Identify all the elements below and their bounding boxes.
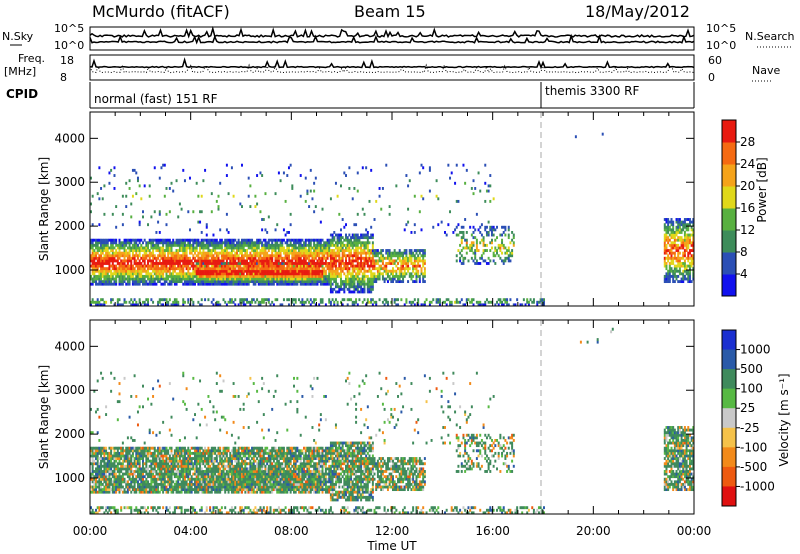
power-colorbar-tick-2: 12 [740,223,755,237]
velocity-colorbar-swatch-5 [722,427,736,448]
power-colorbar-swatch-7 [722,120,736,143]
noise-sky-trace [89,25,695,39]
power-colorbar-swatch-6 [722,142,736,165]
noise-left-label: N.Sky [2,30,34,43]
velocity-colorbar-tick-7: -1000 [740,479,775,493]
power-ylabel: Slant Range [km] [37,157,51,261]
noise-panel: N.Sky 10^5 10^0 10^5 10^0 N.Search [2,22,795,52]
nave-label: Nave [752,64,780,77]
velocity-ytick-2: 3000 [54,383,85,397]
power-colorbar-swatch-1 [722,252,736,275]
noise-search-trace [89,33,695,45]
date-title: 18/May/2012 [585,2,690,21]
station-title: McMurdo (fitACF) [92,2,230,21]
freq-left-tick-bottom: 8 [60,71,67,84]
power-colorbar-tick-6: 28 [740,135,755,149]
velocity-ytick-1: 2000 [54,427,85,441]
power-ytick-3: 4000 [54,131,85,145]
time-tick-3: 12:00 [375,524,410,538]
power-panel: 1000 2000 3000 4000 Slant Range [km] 4 8 12 16… [37,111,769,307]
velocity-colorbar-swatch-2 [722,369,736,390]
velocity-panel: 1000 2000 3000 4000 Slant Range [km] 1000 50… [37,319,791,515]
time-tick-0: 00:00 [73,524,108,538]
power-colorbar-tick-5: 24 [740,157,755,171]
velocity-colorbar-tick-4: -25 [740,421,760,435]
freq-panel: Freq. [MHz] 18 8 60 0 Nave [4,52,780,84]
time-tick-6: 00:00 [677,524,712,538]
power-ytick-2: 3000 [54,175,85,189]
noise-left-tick-bottom: 10^0 [54,39,84,52]
velocity-colorbar-tick-2: 100 [740,382,763,396]
velocity-colorbar-swatch-6 [722,447,736,468]
velocity-colorbar-swatch-7 [722,466,736,487]
power-colorbar-tick-3: 16 [740,201,755,215]
cpid-mode-1: normal (fast) 151 RF [94,92,218,106]
power-colorbar-swatch-0 [722,274,736,297]
beam-title: Beam 15 [354,2,426,21]
time-tick-5: 20:00 [576,524,611,538]
velocity-ylabel: Slant Range [km] [37,365,51,469]
power-colorbar-swatch-3 [722,208,736,231]
velocity-colorbar-tick-6: -500 [740,460,767,474]
velocity-colorbar-tick-1: 500 [740,362,763,376]
cpid-label: CPID [6,87,38,101]
power-colorbar-tick-0: 4 [740,267,748,281]
nave-right-tick-bottom: 0 [708,71,715,84]
time-tick-1: 04:00 [173,524,208,538]
velocity-colorbar-swatch-0 [722,330,736,351]
freq-left-tick-top: 18 [60,54,74,67]
power-colorbar-swatch-5 [722,164,736,187]
noise-right-tick-bottom: 10^0 [706,39,736,52]
velocity-colorbar-swatch-1 [722,349,736,370]
power-colorbar-swatch-2 [722,230,736,253]
time-axis-label: Time UT [366,539,417,553]
velocity-colorbar-label: Velocity [m s⁻¹] [777,373,791,466]
velocity-ytick-0: 1000 [54,471,85,485]
power-colorbar-swatch-4 [722,186,736,209]
freq-label-1: Freq. [18,52,45,65]
velocity-colorbar-tick-0: 1000 [740,343,771,357]
power-ytick-1: 2000 [54,219,85,233]
velocity-colorbar-swatch-3 [722,388,736,409]
power-colorbar: 4 8 12 16 20 24 28 [721,119,755,297]
power-cells [90,132,695,307]
velocity-ytick-3: 4000 [54,339,85,353]
time-tick-4: 16:00 [475,524,510,538]
velocity-colorbar-swatch-8 [722,486,736,507]
nave-trace [89,62,695,74]
freq-label-2: [MHz] [4,65,36,78]
time-tick-labels: 00:00 04:00 08:00 12:00 16:00 20:00 00:00 [73,524,712,538]
freq-trace [89,57,695,70]
velocity-colorbar: 1000 500 100 25 -25 -100 -500 -1000 [721,329,775,507]
velocity-colorbar-swatch-4 [722,408,736,429]
cpid-mode-2: themis 3300 RF [545,84,639,98]
power-colorbar-label: Power [dB] [755,157,769,222]
power-ytick-0: 1000 [54,263,85,277]
noise-left-tick-top: 10^5 [54,22,84,35]
noise-right-tick-top: 10^5 [706,22,736,35]
time-tick-2: 08:00 [274,524,309,538]
noise-right-label: N.Search [745,30,795,43]
power-colorbar-tick-4: 20 [740,179,755,193]
power-colorbar-tick-1: 8 [740,245,748,259]
nave-right-tick-top: 60 [708,54,722,67]
cpid-panel: CPID normal (fast) 151 RF themis 3300 RF [6,82,695,109]
velocity-colorbar-tick-3: 25 [740,401,755,415]
velocity-colorbar-tick-5: -100 [740,440,767,454]
velocity-cells [90,327,695,515]
